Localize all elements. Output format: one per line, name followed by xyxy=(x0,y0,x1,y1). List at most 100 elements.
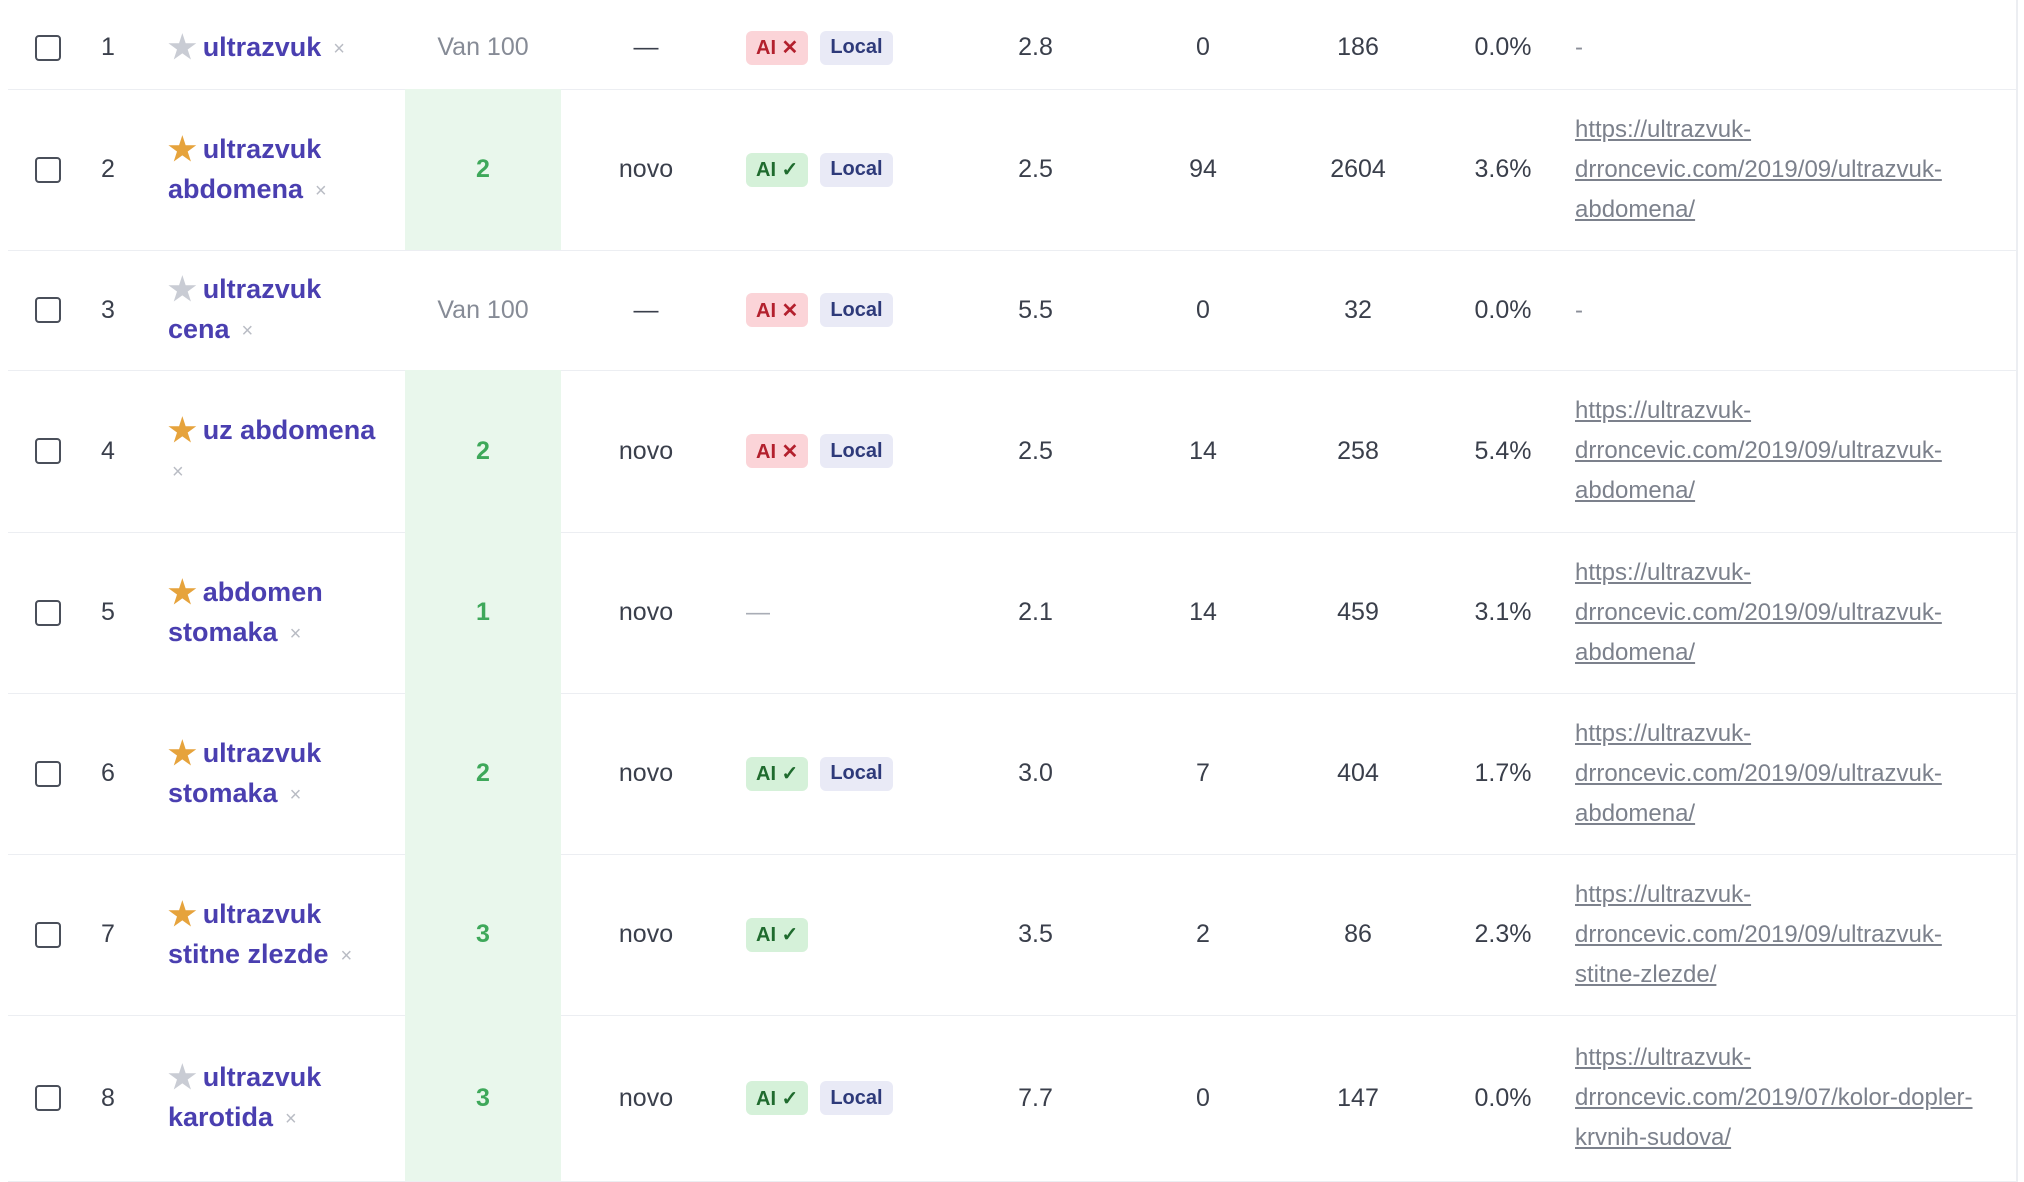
difficulty-value: 3.0 xyxy=(1018,759,1053,787)
keyword-text[interactable]: ultrazvuk xyxy=(202,133,322,164)
row-checkbox[interactable] xyxy=(35,599,61,626)
keyword-text-line2[interactable]: stomaka xyxy=(168,616,278,647)
keyword: ★ uz abdomena × xyxy=(168,410,375,492)
remove-keyword-icon[interactable]: × xyxy=(289,783,302,806)
url-line: - xyxy=(1575,34,1583,61)
url-cell: https://ultrazvuk-drroncevic.com/2019/09… xyxy=(1575,370,2024,532)
keyword-text[interactable]: ultrazvuk xyxy=(202,274,322,304)
ranking-url-link[interactable]: https://ultrazvuk-drroncevic.com/2019/09… xyxy=(1575,391,1942,511)
row-checkbox[interactable] xyxy=(35,297,61,323)
star-icon[interactable]: ★ xyxy=(168,1059,197,1095)
keyword-text-line2[interactable]: cena xyxy=(168,314,230,344)
star-icon[interactable]: ★ xyxy=(168,412,197,448)
difficulty-value: 3.5 xyxy=(1018,920,1053,948)
row-checkbox[interactable] xyxy=(35,760,61,787)
row-select-cell xyxy=(28,250,68,370)
remove-keyword-icon[interactable]: × xyxy=(333,37,345,60)
difficulty-value: 2.5 xyxy=(1018,155,1053,183)
volume-value: 2604 xyxy=(1330,155,1386,183)
keyword-text[interactable]: ultrazvuk xyxy=(202,737,322,768)
keyword-cell: ★ ultrazvuk karotida × xyxy=(168,1015,408,1181)
url-line: https://ultrazvuk- xyxy=(1575,1044,1752,1071)
url-line: drroncevic.com/2019/09/ultrazvuk- xyxy=(1575,920,1942,948)
no-features: — xyxy=(746,598,770,626)
keyword: ★ ultrazvuk stomaka × xyxy=(168,733,321,815)
serp-features-cell: AI ✓ xyxy=(746,854,946,1015)
url-line: https://ultrazvuk- xyxy=(1575,397,1752,424)
keyword-text-line2[interactable]: abdomena xyxy=(168,173,304,204)
table-row: 4 ★ uz abdomena × 2 novo AI ✕ Local 2.5 14 258 5.4%… xyxy=(8,370,2018,533)
row-checkbox[interactable] xyxy=(35,34,61,61)
url-line: drroncevic.com/2019/07/kolor-dopler- xyxy=(1575,1084,1973,1111)
url-line: abdomena/ xyxy=(1575,195,1696,223)
ctr-value: 3.1% xyxy=(1474,598,1532,626)
row-checkbox[interactable] xyxy=(35,438,61,464)
star-icon[interactable]: ★ xyxy=(168,573,197,610)
ranking-url-link[interactable]: https://ultrazvuk-drroncevic.com/2019/09… xyxy=(1575,714,1942,834)
ranking-url-link[interactable]: https://ultrazvuk-drroncevic.com/2019/09… xyxy=(1575,553,1942,673)
url-cell: https://ultrazvuk-drroncevic.com/2019/09… xyxy=(1575,693,2024,854)
keyword-text-line2[interactable]: stitne zlezde xyxy=(168,938,329,969)
row-select-cell xyxy=(28,1015,68,1181)
ranking-url-link[interactable]: https://ultrazvuk-drroncevic.com/2019/09… xyxy=(1575,110,1942,230)
serp-features-cell: AI ✕ Local xyxy=(746,370,946,532)
no-url: - xyxy=(1575,33,1583,62)
row-checkbox[interactable] xyxy=(35,156,61,183)
url-line: abdomena/ xyxy=(1575,638,1696,666)
ai-overview-badge: AI ✕ xyxy=(746,293,809,327)
row-number: 4 xyxy=(101,436,115,465)
keyword-text-line2[interactable]: stomaka xyxy=(168,777,278,808)
keyword-text[interactable]: ultrazvuk xyxy=(202,1062,322,1092)
table-row: 2 ★ ultrazvuk abdomena × 2 novo AI ✓ Local 2.5 94 2… xyxy=(8,89,2018,251)
keyword-cell: ★ ultrazvuk × xyxy=(168,6,408,89)
remove-keyword-icon[interactable]: × xyxy=(241,320,254,342)
row-checkbox[interactable] xyxy=(35,1085,61,1111)
url-line: abdomena/ xyxy=(1575,477,1696,504)
change-value: novo xyxy=(618,436,674,465)
volume-value: 404 xyxy=(1337,759,1379,787)
star-icon[interactable]: ★ xyxy=(168,734,197,771)
row-number: 7 xyxy=(101,920,115,948)
url-line: abdomena/ xyxy=(1575,799,1696,827)
keyword-text[interactable]: uz abdomena xyxy=(202,415,376,445)
star-icon[interactable]: ★ xyxy=(168,895,197,932)
star-icon[interactable]: ★ xyxy=(168,28,197,65)
ranking-url-link[interactable]: https://ultrazvuk-drroncevic.com/2019/09… xyxy=(1575,875,1942,995)
ranking-url-link[interactable]: https://ultrazvuk-drroncevic.com/2019/07… xyxy=(1575,1038,1973,1158)
position-value: Van 100 xyxy=(437,295,529,324)
right-border xyxy=(2016,0,2018,1181)
url-cell: https://ultrazvuk-drroncevic.com/2019/07… xyxy=(1575,1015,2024,1181)
url-line: https://ultrazvuk- xyxy=(1575,558,1752,586)
difficulty-value: 7.7 xyxy=(1018,1083,1053,1112)
change-value: novo xyxy=(618,1083,674,1112)
volume-value: 32 xyxy=(1344,295,1372,324)
local-badge: Local xyxy=(820,293,893,327)
keyword-text[interactable]: ultrazvuk xyxy=(202,898,322,929)
local-badge: Local xyxy=(820,1081,893,1115)
row-checkbox[interactable] xyxy=(35,921,61,948)
serp-features-cell: AI ✓ Local xyxy=(746,89,946,250)
keyword-text[interactable]: abdomen xyxy=(202,576,323,607)
star-icon[interactable]: ★ xyxy=(168,130,197,167)
position-value: 3 xyxy=(405,1015,561,1181)
row-number: 6 xyxy=(101,759,115,787)
url-cell: https://ultrazvuk-drroncevic.com/2019/09… xyxy=(1575,89,2024,250)
row-number: 8 xyxy=(101,1083,115,1112)
keyword-text-line2[interactable]: karotida xyxy=(168,1102,274,1132)
keyword: ★ ultrazvuk karotida × xyxy=(168,1057,321,1139)
keyword-text[interactable]: ultrazvuk xyxy=(202,31,322,62)
row-select-cell xyxy=(28,89,68,250)
url-cell: https://ultrazvuk-drroncevic.com/2019/09… xyxy=(1575,854,2024,1015)
remove-keyword-icon[interactable]: × xyxy=(172,461,184,483)
keyword: ★ ultrazvuk cena × xyxy=(168,269,321,351)
keyword-cell: ★ ultrazvuk stomaka × xyxy=(168,693,408,854)
star-icon[interactable]: ★ xyxy=(168,271,197,307)
change-value: — xyxy=(633,33,659,61)
remove-keyword-icon[interactable]: × xyxy=(315,179,327,202)
remove-keyword-icon[interactable]: × xyxy=(285,1108,297,1130)
url-line: https://ultrazvuk- xyxy=(1575,719,1752,747)
volume-value: 258 xyxy=(1337,436,1379,465)
remove-keyword-icon[interactable]: × xyxy=(340,944,353,967)
no-url: - xyxy=(1575,296,1583,325)
remove-keyword-icon[interactable]: × xyxy=(289,622,302,645)
